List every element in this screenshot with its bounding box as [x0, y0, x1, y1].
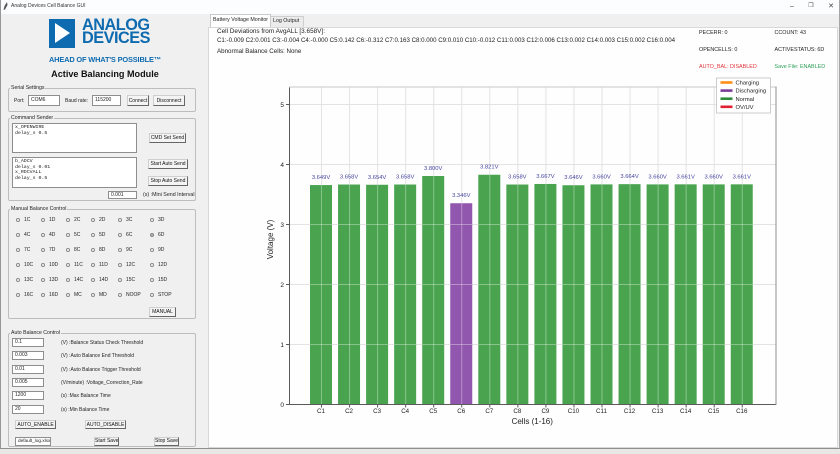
svg-text:3.661V: 3.661V: [733, 174, 752, 180]
svg-text:3.658V: 3.658V: [340, 175, 359, 181]
svg-text:C2: C2: [345, 408, 353, 415]
svg-text:0: 0: [280, 402, 284, 409]
svg-text:C1: C1: [317, 408, 325, 415]
svg-text:3.660V: 3.660V: [705, 174, 724, 180]
svg-text:2: 2: [280, 282, 284, 289]
svg-text:C12: C12: [624, 408, 636, 415]
svg-text:C14: C14: [680, 408, 692, 415]
svg-text:C15: C15: [708, 408, 720, 415]
svg-text:3.649V: 3.649V: [312, 175, 331, 181]
svg-text:Voltage (V): Voltage (V): [266, 219, 275, 259]
svg-text:C9: C9: [541, 408, 549, 415]
svg-text:5: 5: [280, 102, 284, 109]
svg-text:C11: C11: [596, 408, 607, 415]
svg-text:3.800V: 3.800V: [424, 166, 443, 172]
svg-text:4: 4: [280, 162, 284, 169]
svg-text:3.821V: 3.821V: [480, 165, 499, 171]
svg-text:C16: C16: [736, 408, 748, 415]
svg-text:Normal: Normal: [736, 97, 755, 103]
svg-text:C10: C10: [568, 408, 580, 415]
svg-text:C7: C7: [485, 408, 493, 415]
svg-text:3.660V: 3.660V: [648, 174, 667, 180]
svg-text:C13: C13: [652, 408, 664, 415]
svg-text:Cells (1-16): Cells (1-16): [512, 417, 554, 426]
svg-text:C5: C5: [429, 408, 437, 415]
svg-text:3.661V: 3.661V: [676, 174, 695, 180]
svg-text:3.654V: 3.654V: [368, 175, 387, 181]
svg-text:3.667V: 3.667V: [536, 174, 555, 180]
svg-text:3.664V: 3.664V: [620, 174, 639, 180]
svg-text:C4: C4: [401, 408, 409, 415]
svg-text:3.658V: 3.658V: [396, 175, 415, 181]
svg-text:Charging: Charging: [736, 81, 760, 87]
svg-text:C6: C6: [457, 408, 465, 415]
svg-text:3.660V: 3.660V: [592, 174, 611, 180]
svg-text:1: 1: [280, 342, 284, 349]
svg-text:Discharging: Discharging: [736, 89, 767, 95]
svg-text:3.346V: 3.346V: [452, 193, 471, 199]
svg-text:3.646V: 3.646V: [564, 175, 583, 181]
svg-text:3: 3: [280, 222, 284, 229]
svg-text:C8: C8: [513, 408, 521, 415]
svg-text:OV/UV: OV/UV: [736, 105, 754, 111]
svg-text:C3: C3: [373, 408, 381, 415]
svg-text:3.658V: 3.658V: [508, 175, 527, 181]
